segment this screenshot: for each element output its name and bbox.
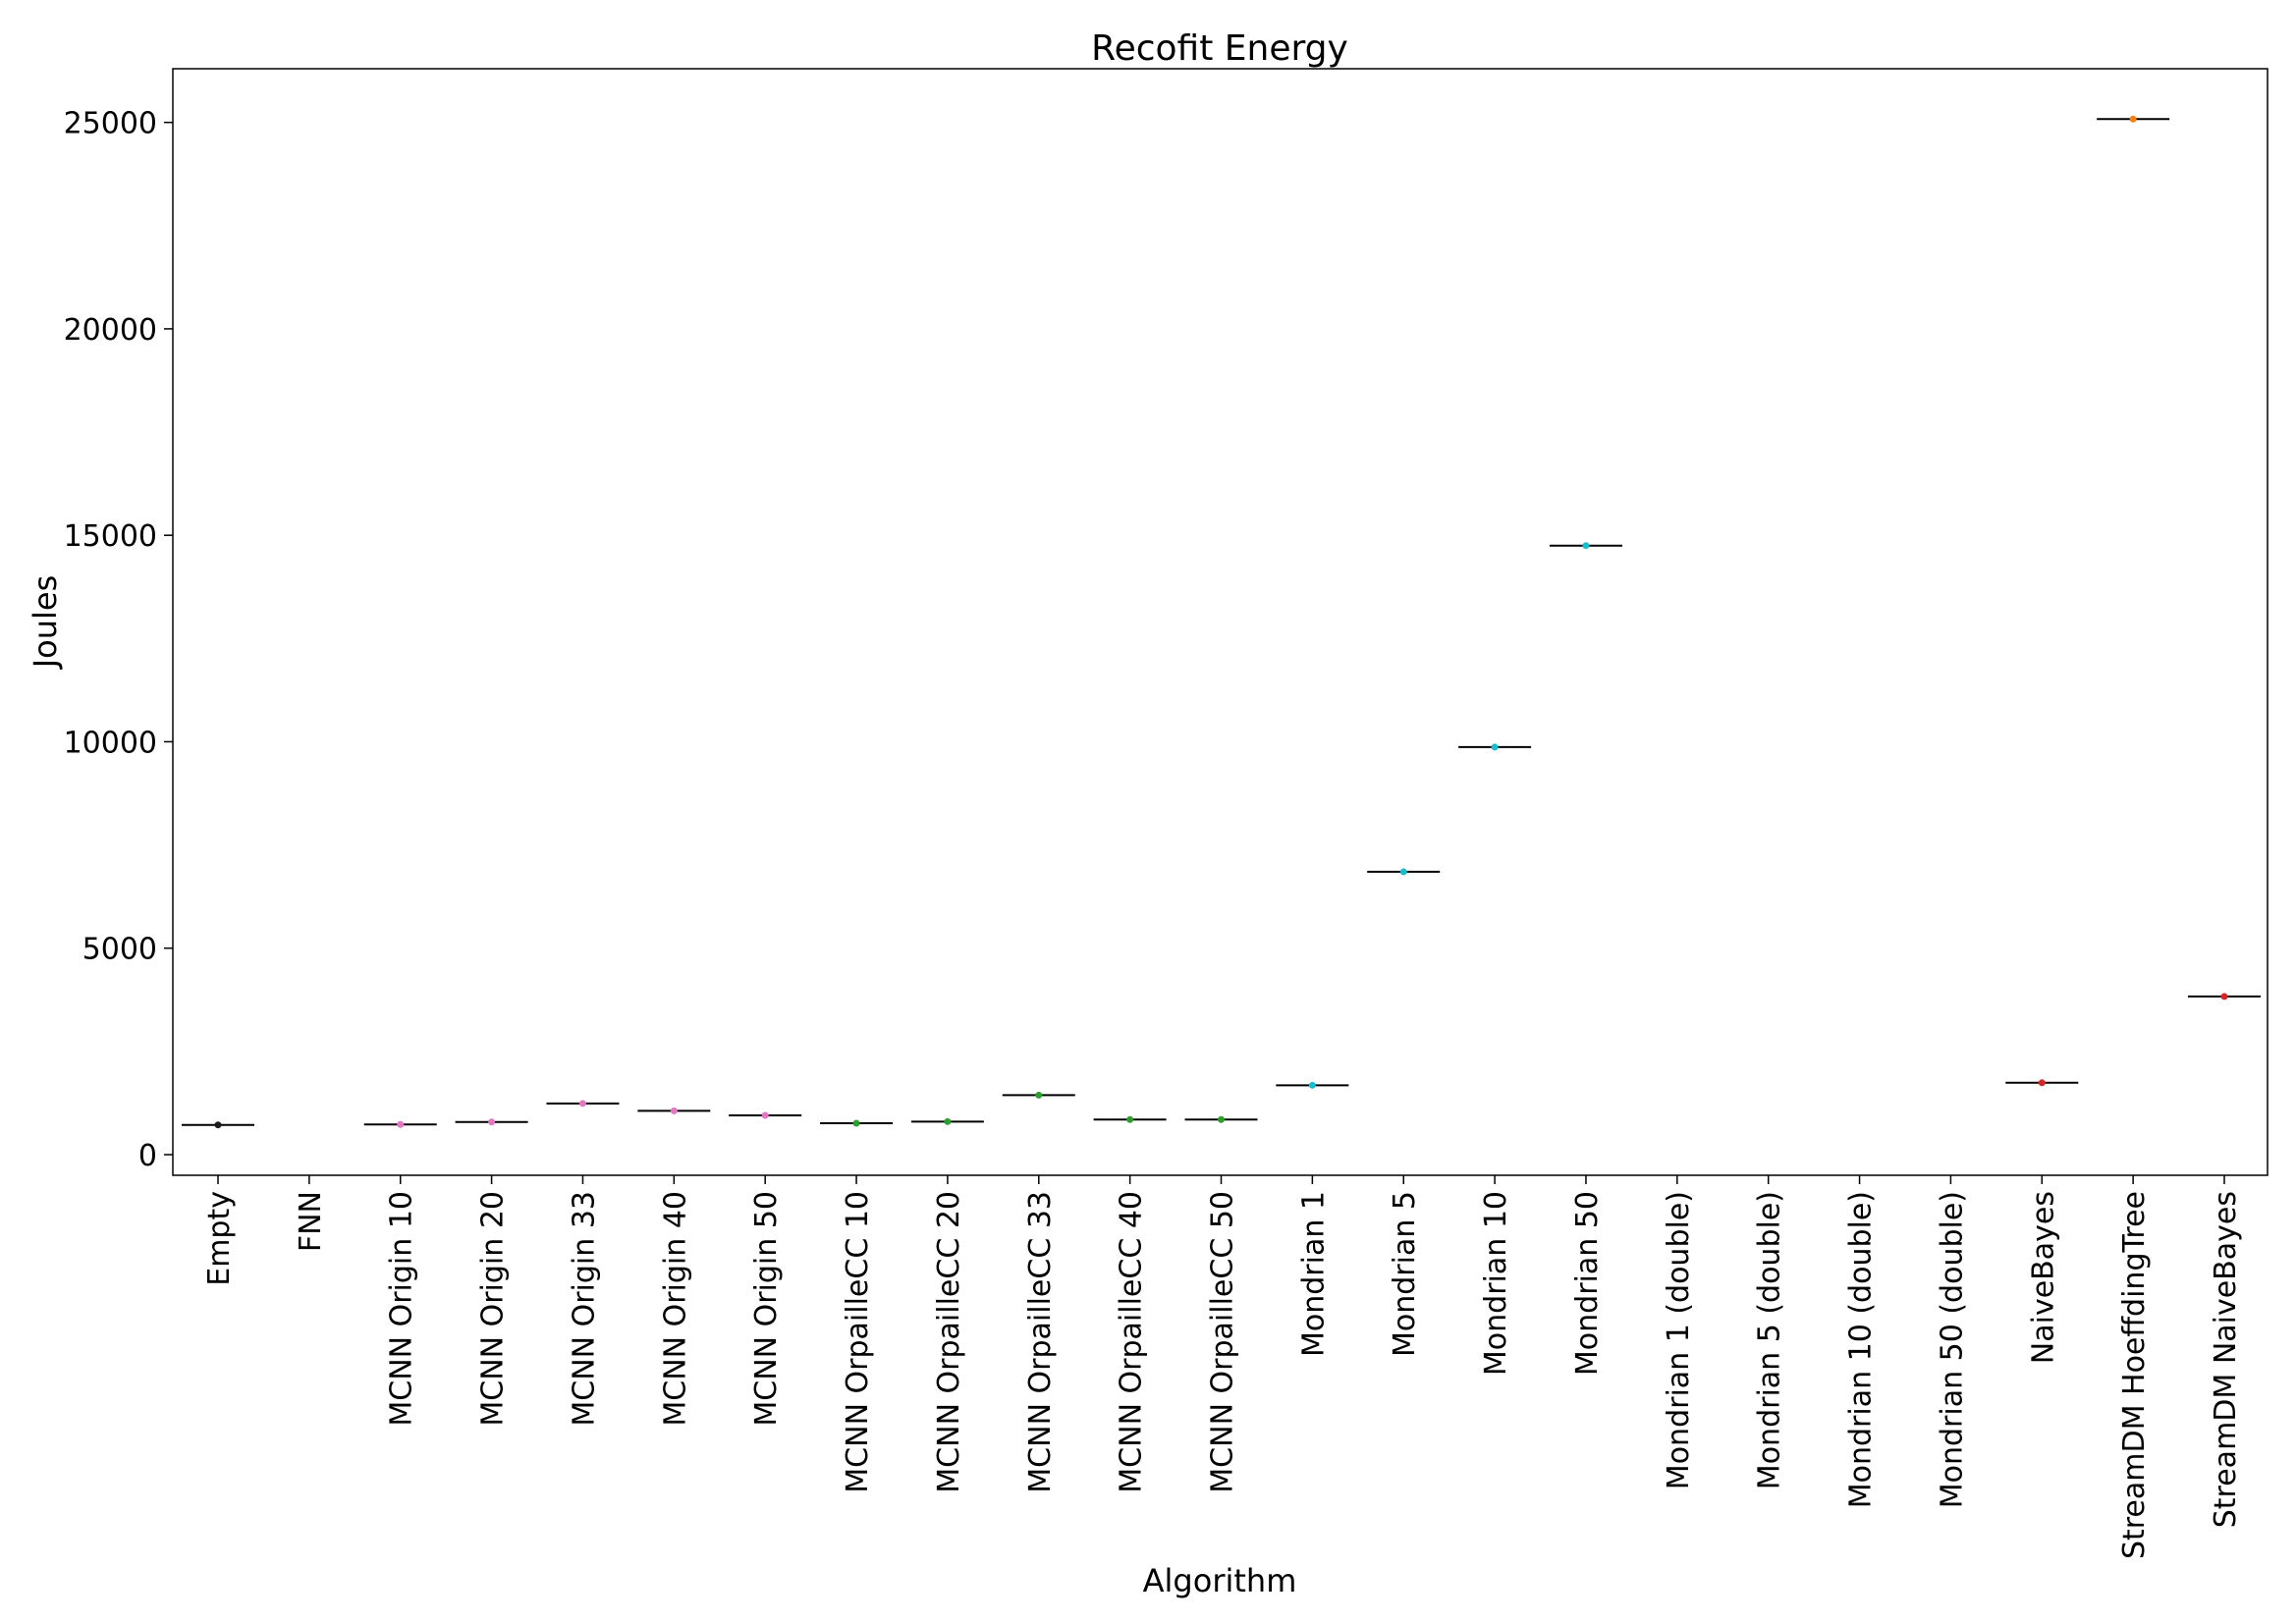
x-tick-label: MCNN Origin 50: [749, 1191, 784, 1427]
x-tick-label: Mondrian 5 (double): [1753, 1191, 1787, 1489]
data-point: [1308, 1081, 1316, 1089]
data-point: [2220, 993, 2228, 1001]
data-point: [1582, 542, 1590, 550]
data-point: [1218, 1115, 1225, 1123]
chart-title: Recofit Energy: [1091, 28, 1348, 69]
x-tick-label: Mondrian 10: [1479, 1191, 1513, 1376]
data-point: [2038, 1079, 2046, 1087]
data-point: [1126, 1115, 1134, 1123]
x-tick-label: StreamDM NaiveBayes: [2209, 1191, 2243, 1528]
data-point: [397, 1120, 405, 1128]
data-point: [214, 1121, 222, 1129]
x-tick-label: MCNN OrpailleCC 40: [1115, 1191, 1149, 1493]
y-axis: 0 5000 10000 15000 20000 25000: [64, 107, 173, 1173]
x-tick-label: MCNN Origin 33: [567, 1191, 601, 1427]
data-point: [944, 1117, 952, 1125]
x-axis: Empty FNN MCNN Origin 10 MCNN Origin 20 MCNN…: [202, 1175, 2243, 1559]
x-tick-label: Empty: [202, 1191, 237, 1286]
x-tick-label: Mondrian 50 (double): [1935, 1191, 1969, 1508]
x-tick-label: Mondrian 5: [1388, 1191, 1422, 1357]
x-tick-label: MCNN Origin 40: [658, 1191, 692, 1427]
data-point: [670, 1107, 678, 1114]
y-tick-label: 20000: [64, 313, 157, 348]
data-point: [1399, 868, 1407, 876]
x-axis-label: Algorithm: [1143, 1562, 1297, 1599]
y-tick-label: 10000: [64, 726, 157, 760]
y-tick-label: 15000: [64, 519, 157, 554]
x-tick-label: FNN: [294, 1191, 328, 1252]
data-point: [578, 1100, 586, 1108]
plot-marks: [182, 115, 2261, 1129]
y-tick-label: 0: [138, 1139, 157, 1173]
x-tick-label: StreamDM HoeffdingTree: [2117, 1191, 2152, 1559]
y-axis-label: Joules: [27, 575, 64, 671]
x-tick-label: MCNN Origin 10: [385, 1191, 419, 1427]
x-tick-label: Mondrian 1 (double): [1662, 1191, 1696, 1489]
x-tick-label: MCNN OrpailleCC 50: [1206, 1191, 1240, 1493]
x-tick-label: Mondrian 1: [1296, 1191, 1331, 1357]
data-point: [2129, 115, 2137, 123]
data-point: [488, 1118, 496, 1126]
y-tick-label: 5000: [82, 933, 157, 967]
x-tick-label: NaiveBayes: [2026, 1191, 2060, 1364]
data-point: [1035, 1091, 1043, 1099]
x-tick-label: MCNN Origin 20: [476, 1191, 511, 1427]
x-tick-label: MCNN OrpailleCC 20: [932, 1191, 966, 1493]
x-tick-label: Mondrian 10 (double): [1844, 1191, 1879, 1508]
x-tick-label: Mondrian 50: [1570, 1191, 1605, 1376]
x-tick-label: MCNN OrpailleCC 10: [841, 1191, 875, 1493]
y-tick-label: 25000: [64, 107, 157, 141]
data-point: [761, 1111, 769, 1119]
data-point: [1491, 743, 1499, 751]
data-point: [852, 1119, 860, 1127]
x-tick-label: MCNN OrpailleCC 33: [1023, 1191, 1058, 1493]
plot-frame: [172, 68, 2269, 1176]
